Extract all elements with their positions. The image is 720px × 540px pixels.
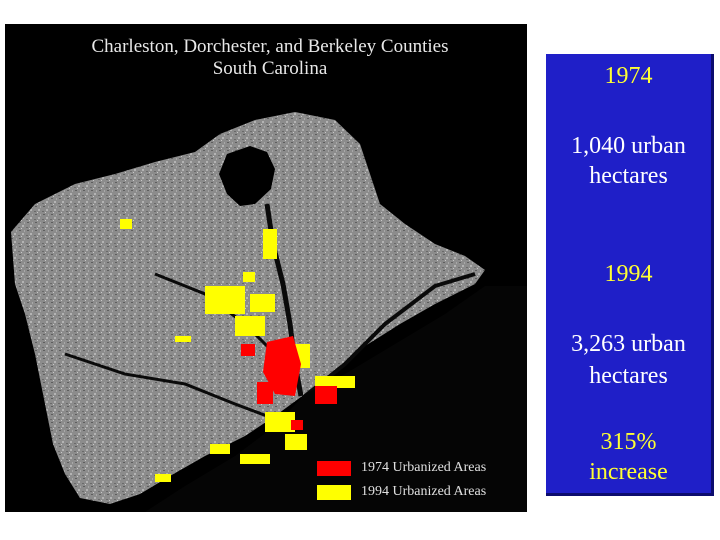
map-image [11, 112, 527, 512]
satellite-map: Charleston, Dorchester, and Berkeley Cou… [5, 24, 527, 512]
change-label: increase [589, 459, 668, 485]
area-1974-line2: hectares [589, 163, 668, 189]
legend-item-1994: 1994 Urbanized Areas [317, 480, 486, 504]
legend-label-1974: 1974 Urbanized Areas [361, 460, 487, 475]
county-landmass [11, 112, 485, 504]
legend-swatch-1974 [317, 460, 351, 476]
area-1994-line1: 3,263 urban [571, 331, 686, 357]
urban-1974 [241, 336, 337, 430]
map-legend: 1974 Urbanized Areas 1994 Urbanized Area… [317, 456, 486, 504]
map-title: Charleston, Dorchester, and Berkeley Cou… [5, 36, 527, 80]
river [64, 352, 276, 421]
lake [219, 146, 275, 206]
legend-item-1974: 1974 Urbanized Areas [317, 456, 486, 480]
legend-swatch-1994 [317, 484, 351, 500]
river [303, 272, 476, 398]
legend-label-1994: 1994 Urbanized Areas [361, 484, 487, 499]
area-1974-line1: 1,040 urban [571, 133, 686, 159]
map-title-line1: Charleston, Dorchester, and Berkeley Cou… [91, 36, 449, 57]
area-1994-line2: hectares [589, 363, 668, 389]
urban-1994 [120, 219, 355, 482]
change-percent: 315% [600, 429, 657, 455]
year-1994: 1994 [604, 261, 653, 287]
year-1974: 1974 [604, 63, 653, 89]
map-title-line2: South Carolina [212, 58, 328, 79]
info-panel: 1974 1,040 urban hectares 1994 3,263 urb… [546, 54, 714, 496]
